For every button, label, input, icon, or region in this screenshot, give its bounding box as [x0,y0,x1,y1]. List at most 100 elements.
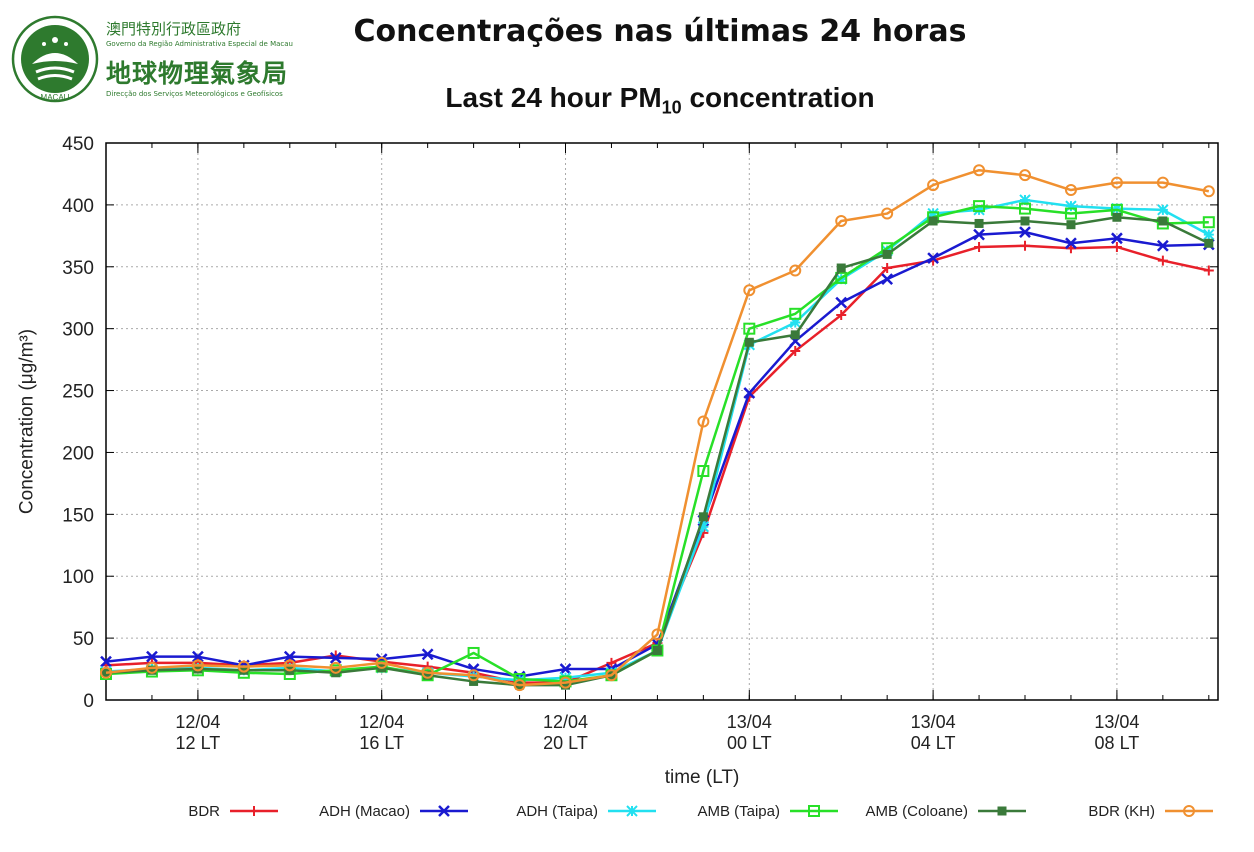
data-point [1202,185,1215,198]
x-tick-label-date: 12/04 [175,712,220,732]
y-tick-label: 50 [73,629,94,650]
data-point [973,164,986,177]
data-point [1157,255,1168,266]
series-bdr [101,240,1214,688]
legend-item: AMB (Taipa) [697,803,838,820]
title-en-prefix: Last 24 hour PM [445,82,662,113]
data-point [744,337,754,347]
series-line [105,244,1210,684]
data-point [421,666,434,679]
x-tick-label-time: 16 LT [359,733,404,753]
legend-marker [997,806,1007,816]
data-point [1202,216,1215,229]
data-point [146,650,158,663]
data-point [651,628,664,641]
x-axis-label: time (LT) [665,767,740,788]
data-point [835,296,848,309]
y-axis-label: Concentration (μg/m³) [17,329,38,514]
data-point [283,659,296,672]
data-point [605,669,618,682]
data-point [192,650,204,663]
legend-label: ADH (Taipa) [516,803,598,820]
x-tick-label-date: 12/04 [359,712,404,732]
data-point [697,465,710,478]
data-point [1065,237,1077,250]
series-line [105,168,1210,687]
series-bdr-kh [100,164,1215,692]
data-point [1019,194,1031,206]
data-point [513,679,526,692]
data-point [835,214,848,227]
data-point [835,271,848,284]
data-point [974,241,985,252]
data-point [1064,184,1077,197]
org-name-pt-gov: Governo da Região Administrativa Especia… [106,40,293,48]
data-point [1020,240,1031,251]
data-point [698,512,708,522]
data-point [1064,207,1077,220]
series-adh-taipa [100,194,1215,686]
y-tick-label: 400 [62,196,94,217]
data-point [467,669,480,682]
legend-marker [626,805,638,817]
legend-item: BDR [188,803,278,820]
data-point [375,656,388,669]
data-point [145,661,158,674]
data-point [237,660,250,673]
data-point [1111,241,1122,252]
data-point [790,345,801,356]
data-point [1065,200,1077,212]
data-point [193,664,203,674]
y-tick-label: 350 [62,258,94,279]
data-point [1110,176,1123,189]
data-point [789,316,801,329]
series-line [105,216,1210,687]
data-point [836,263,846,273]
data-point [973,204,985,216]
legend-marker [249,806,259,816]
data-point [974,218,984,228]
data-point [469,676,479,686]
data-point [1157,204,1169,216]
title-en-subscript: 10 [661,97,682,118]
data-point [881,207,894,220]
data-point [329,652,342,664]
legend-label: BDR [188,803,220,820]
plot-frame [105,142,1219,701]
data-point [1019,202,1032,215]
series [100,164,1215,692]
emblem-text: MACAU [41,93,70,102]
title-en-suffix: concentration [681,82,875,113]
data-point [1066,220,1076,230]
x-tick-label-time: 20 LT [543,733,588,753]
legend-marker [438,805,450,817]
data-point [743,284,756,297]
y-tick-label: 100 [62,567,94,588]
y-tick-label: 450 [62,134,94,155]
data-point [1019,226,1031,239]
data-point [559,676,572,689]
x-tick-label-date: 13/04 [727,712,772,732]
dsmg-logo: MACAU 澳門特別行政區政府 Governo da Região Admini… [10,14,320,104]
data-point [1111,232,1123,245]
legend-marker [808,805,820,817]
data-point [652,645,662,655]
legend-item: ADH (Taipa) [516,803,656,820]
data-point [423,670,433,680]
series-line [105,198,1210,682]
legend-label: BDR (KH) [1088,803,1155,820]
org-name-cn-big: 地球物理氣象局 [106,59,289,88]
data-point [1020,216,1030,226]
data-point [239,665,249,675]
data-point [1156,239,1169,252]
x-tick-label-time: 04 LT [911,733,956,753]
data-point [1112,212,1122,222]
data-point [1156,176,1169,189]
data-point [973,228,985,241]
data-point [1203,228,1215,241]
data-point [421,648,434,661]
legend: BDR ADH (Macao) ADH (Taipa) AMB (Taipa) AMB … [188,803,1213,820]
data-point [561,680,571,690]
legend-label: ADH (Macao) [319,803,410,820]
